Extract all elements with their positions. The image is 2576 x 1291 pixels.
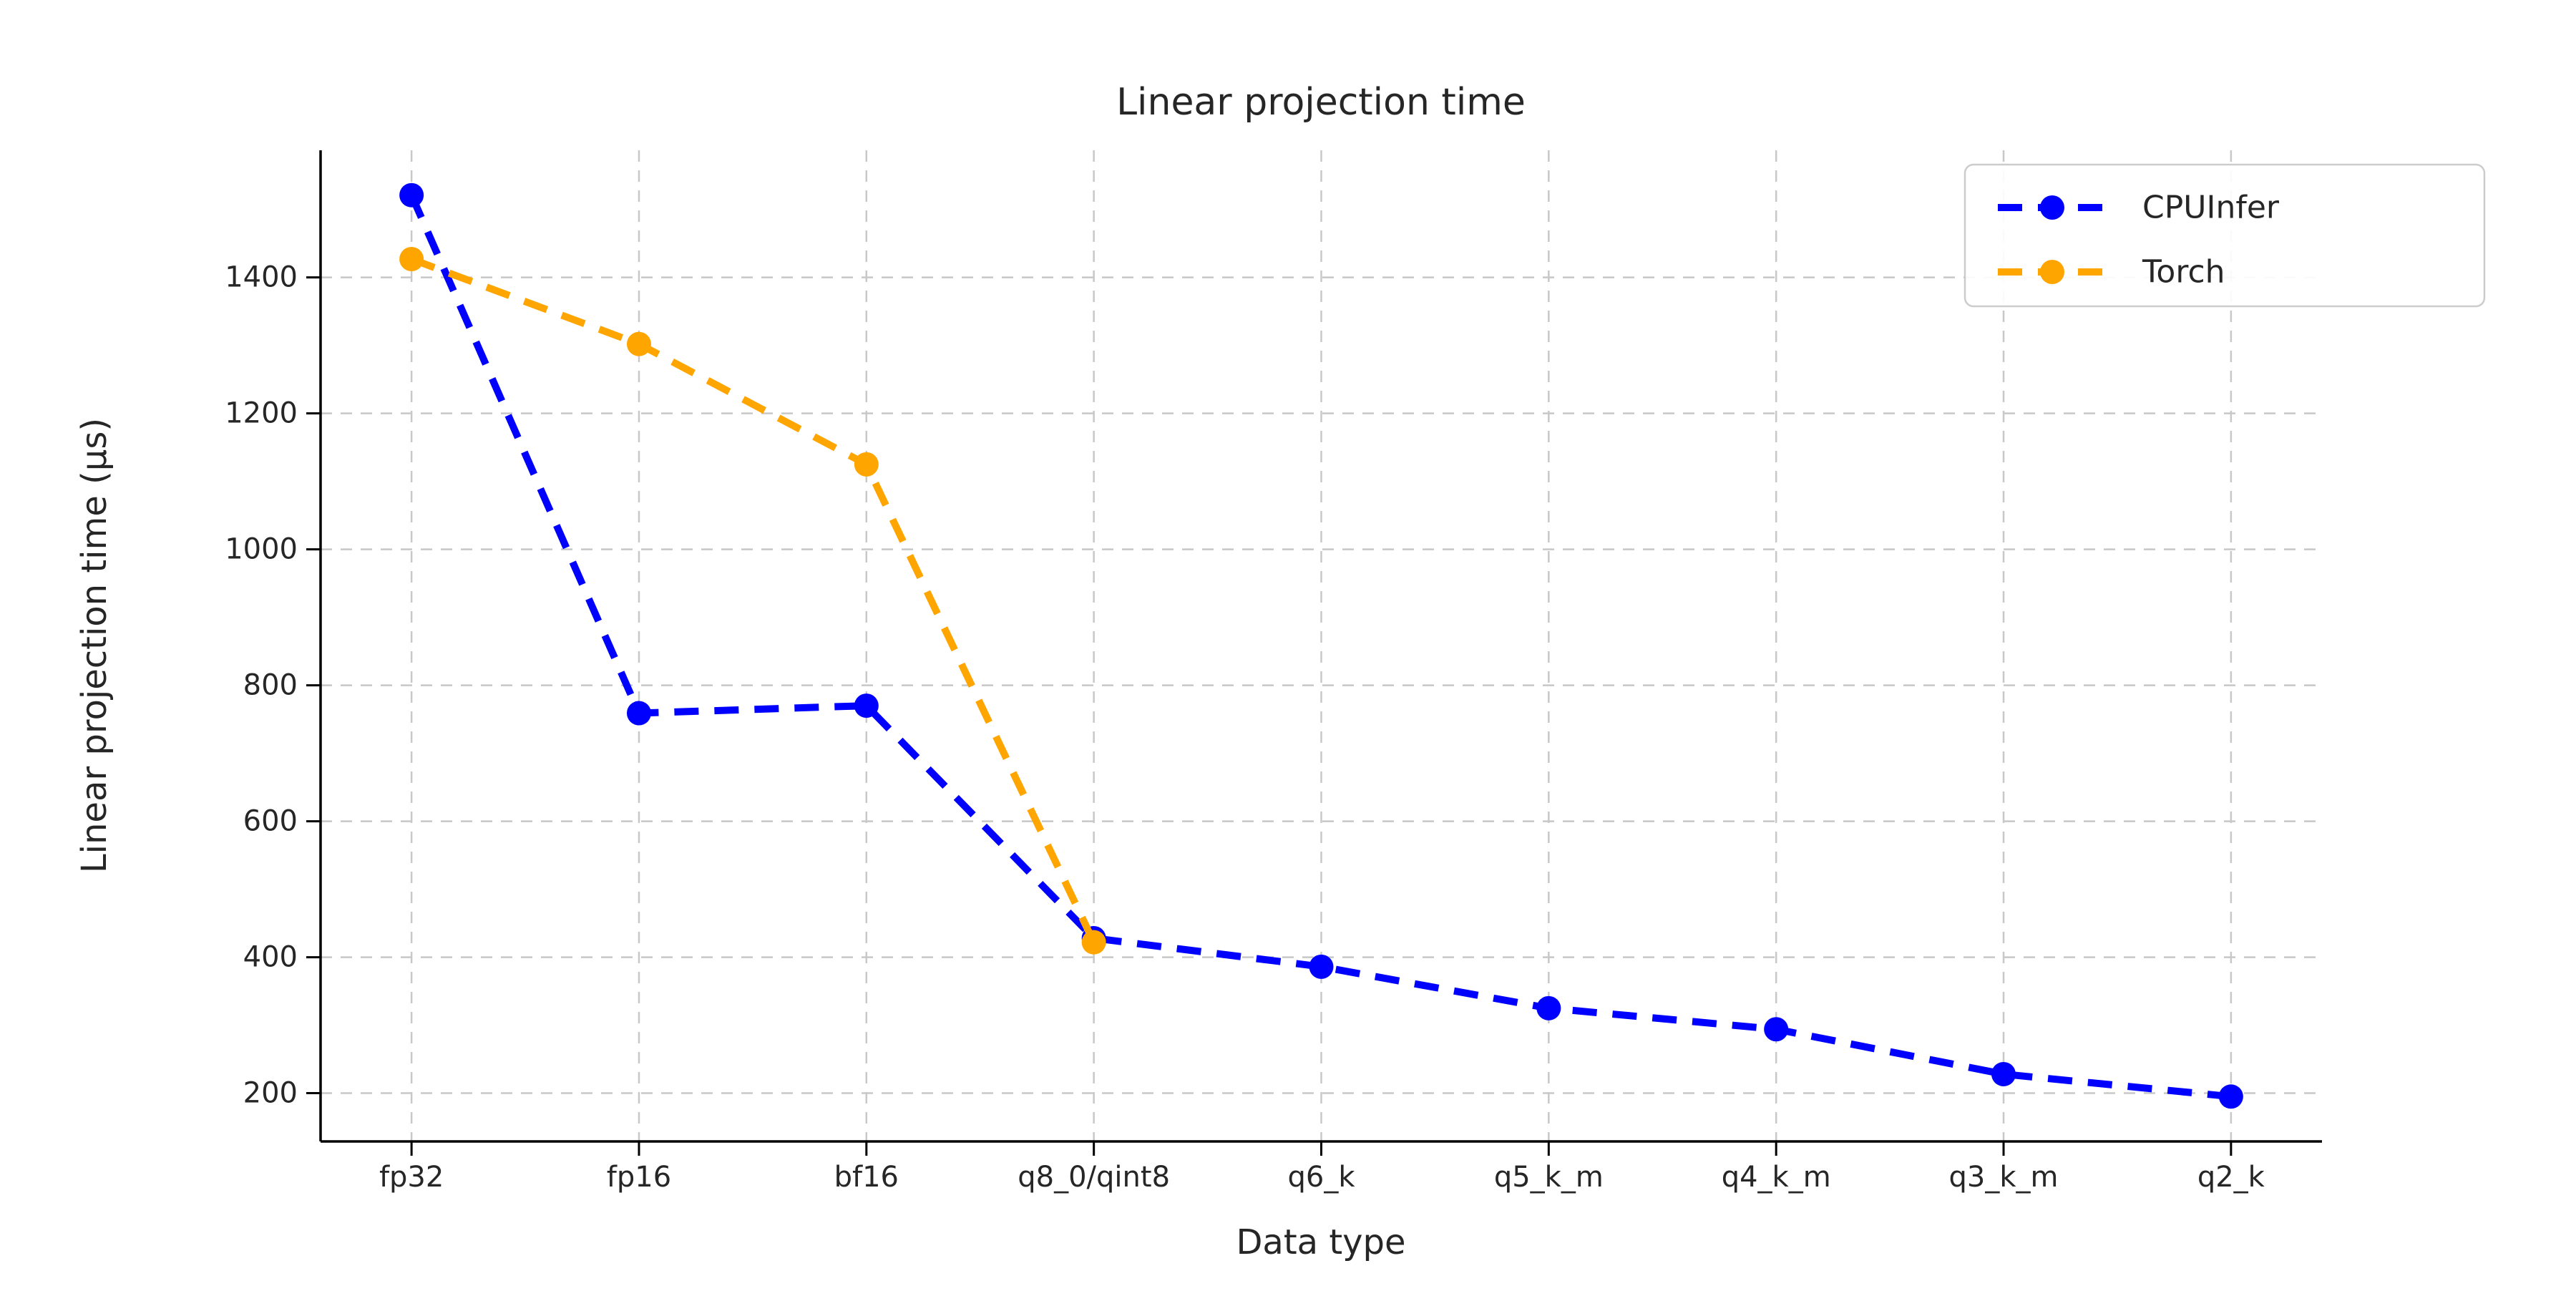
data-point-cpuinfer [854, 693, 879, 718]
data-point-cpuinfer [2218, 1084, 2243, 1109]
data-point-cpuinfer [399, 182, 424, 208]
data-point-torch [1081, 930, 1106, 955]
x-tick-label: q5_k_m [1494, 1161, 1604, 1194]
y-tick-label: 400 [243, 941, 298, 974]
series-line-cpuinfer [408, 193, 2232, 1101]
data-point-torch [399, 246, 424, 271]
data-point-cpuinfer [1536, 995, 1561, 1020]
x-tick-label: q2_k [2197, 1161, 2265, 1194]
y-axis-label: Linear projection time (µs) [74, 418, 114, 873]
y-tick-label: 600 [243, 805, 298, 838]
x-tick-label: fp32 [379, 1161, 444, 1194]
data-point-cpuinfer [1991, 1061, 2016, 1086]
x-tick-label: q6_k [1287, 1161, 1355, 1194]
legend [1963, 163, 2486, 308]
data-point-cpuinfer [626, 701, 651, 726]
grid-lines [321, 150, 2322, 1141]
y-tick-label: 800 [243, 669, 298, 702]
tick-labels: 200 400 600 800 1000 1200 1400 fp32 fp16 bf16 q8_0… [225, 261, 2265, 1194]
data-point-torch [626, 331, 651, 356]
series-line-torch [410, 255, 1098, 944]
data-series [399, 182, 2243, 1109]
legend-label-cpuinfer: CPUInfer [2142, 190, 2280, 226]
x-tick-label: q8_0/qint8 [1018, 1161, 1170, 1194]
data-point-torch [854, 452, 879, 477]
chart-title: Linear projection time [1116, 81, 1526, 124]
x-tick-label: fp16 [607, 1161, 671, 1194]
x-tick-label: bf16 [834, 1161, 899, 1194]
data-point-cpuinfer [1309, 954, 1334, 979]
x-tick-label: q3_k_m [1949, 1161, 2059, 1194]
y-tick-label: 1000 [225, 533, 298, 566]
legend-label-torch: Torch [2142, 254, 2225, 291]
legend-sample-marker [2040, 260, 2064, 284]
x-tick-label: q4_k_m [1722, 1161, 1831, 1194]
legend-sample-marker [2040, 195, 2064, 220]
y-tick-label: 1400 [225, 261, 298, 294]
axes [306, 150, 2322, 1156]
data-point-cpuinfer [1764, 1017, 1789, 1042]
y-tick-label: 1200 [225, 397, 298, 430]
x-axis-label: Data type [1236, 1222, 1405, 1262]
y-tick-label: 200 [243, 1077, 298, 1110]
